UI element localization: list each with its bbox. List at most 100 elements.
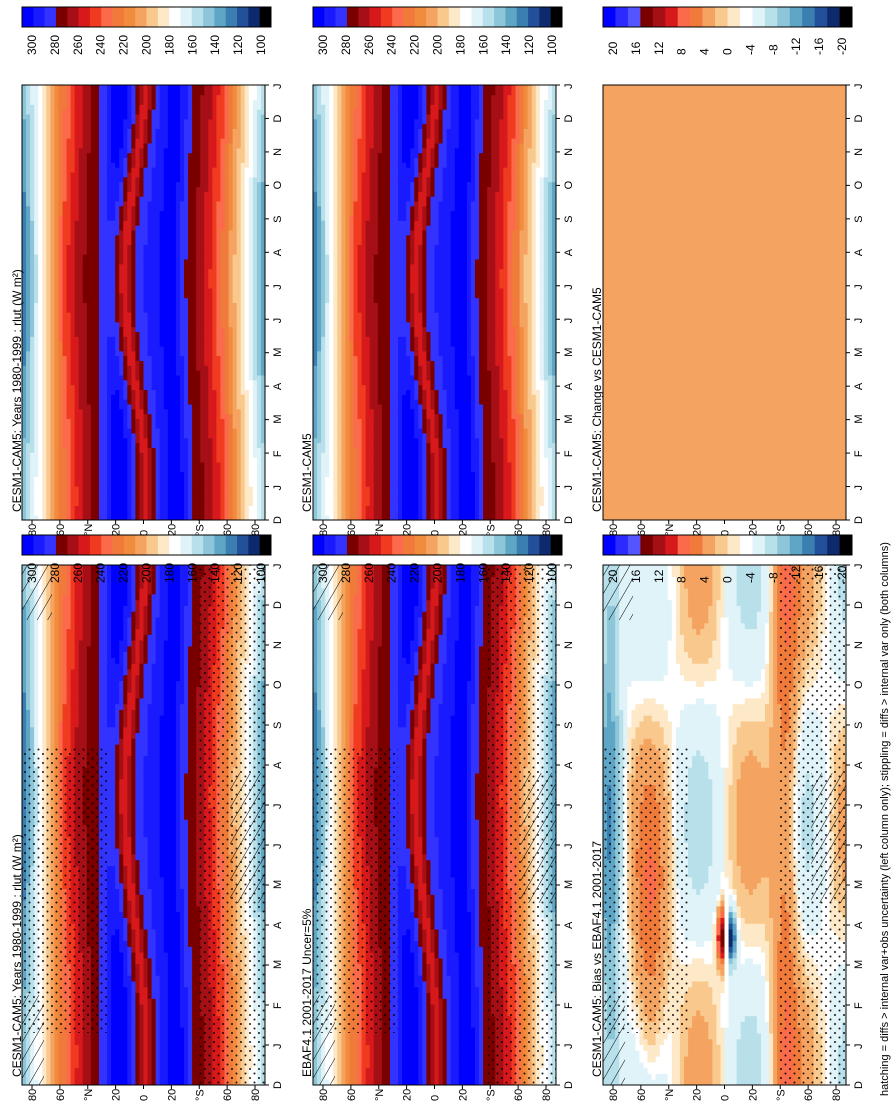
heatmap-cell [143,611,149,618]
heatmap-cell [147,1044,153,1051]
heatmap-cell [179,801,185,809]
heatmap-cell [179,755,185,762]
heatmap-cell [151,888,157,895]
heatmap-cell [184,697,189,705]
heatmap-cell [123,726,128,734]
heatmap-cell [70,1073,76,1080]
heatmap-cell [78,1050,84,1057]
heatmap-cell [188,1079,193,1086]
heatmap-cell [46,1033,51,1040]
heatmap-cell [30,674,35,682]
heatmap-cell [184,657,189,664]
heatmap-cell [135,871,140,878]
heatmap-cell [163,1061,169,1069]
heatmap-cell [135,940,140,947]
heatmap-cell [119,986,124,994]
heatmap-cell [131,957,136,965]
heatmap-cell [131,686,136,693]
heatmap-cell [26,669,31,676]
heatmap-cell [188,929,193,936]
heatmap-cell [159,674,165,682]
heatmap-cell [131,790,136,797]
heatmap-cell [179,640,185,647]
heatmap-cell [179,715,185,722]
heatmap-cell [175,819,181,826]
heatmap-cell [192,882,197,890]
heatmap-cell [66,1067,72,1074]
heatmap-cell [155,617,161,624]
heatmap-cell [70,1050,76,1057]
heatmap-cell [155,1056,161,1063]
heatmap-cell [192,934,197,942]
heatmap-cell [159,946,165,953]
heatmap-cell [86,709,92,716]
heatmap-cell [188,859,193,866]
heatmap-cell [143,784,149,791]
heatmap-cell [90,634,96,641]
heatmap-cell [147,622,153,630]
heatmap-cell [143,674,149,682]
heatmap-cell [38,651,43,658]
heatmap-cell [94,1038,100,1046]
heatmap-cell [103,1061,108,1069]
heatmap-cell [131,1044,136,1051]
heatmap-cell [90,697,96,705]
heatmap-cell [74,726,80,734]
heatmap-cell [90,645,96,653]
heatmap-cell [78,669,84,676]
heatmap-cell [184,749,189,757]
heatmap-cell [98,669,104,676]
heatmap-cell [26,651,31,658]
heatmap-cell [155,807,161,814]
heatmap-cell [192,680,197,687]
heatmap-cell [42,663,47,670]
heatmap-cell [175,778,181,786]
heatmap-cell [115,848,120,855]
heatmap-cell [119,877,124,884]
heatmap-cell [171,663,177,670]
heatmap-cell [119,1015,124,1022]
heatmap-cell [143,894,149,901]
heatmap-cell [147,836,153,843]
heatmap-cell [184,842,189,849]
heatmap-cell [135,1073,140,1080]
heatmap-cell [123,715,128,722]
heatmap-cell [147,732,153,739]
heatmap-cell [184,686,189,693]
heatmap-cell [147,686,153,693]
heatmap-cell [179,813,185,820]
heatmap-cell [50,721,55,728]
heatmap-cell [34,721,39,728]
heatmap-cell [163,1004,169,1011]
heatmap-cell [139,778,144,786]
heatmap-cell [155,894,161,901]
heatmap-cell [90,611,96,618]
heatmap-cell [151,1073,157,1080]
heatmap-cell [94,617,100,624]
heatmap-cell [123,905,128,913]
heatmap-cell [188,726,193,734]
heatmap-cell [123,703,128,710]
heatmap-cell [135,744,140,751]
heatmap-cell [163,755,169,762]
heatmap-cell [179,853,185,861]
heatmap-cell [175,721,181,728]
heatmap-cell [107,1033,112,1040]
heatmap-cell [184,871,189,878]
heatmap-cell [151,825,157,832]
heatmap-cell [192,923,197,930]
heatmap-cell [188,749,193,757]
heatmap-cell [175,790,181,797]
heatmap-cell [143,778,149,786]
heatmap-cell [74,1056,80,1063]
heatmap-cell [135,905,140,913]
heatmap-cell [38,726,43,734]
heatmap-cell [192,992,197,999]
heatmap-cell [119,680,124,687]
heatmap-cell [143,957,149,965]
heatmap-cell [74,669,80,676]
heatmap-cell [111,888,116,895]
heatmap-cell [127,986,132,994]
heatmap-cell [179,669,185,676]
heatmap-cell [147,1061,153,1069]
